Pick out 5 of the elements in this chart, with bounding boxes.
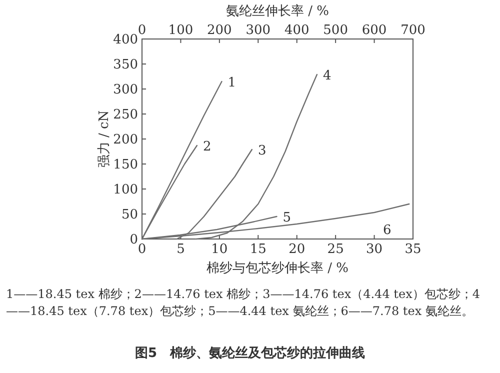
ylabel: 强力 / cN bbox=[97, 110, 112, 168]
text: 1——18.45 tex 棉纱；2——14.76 tex 棉纱；3——14.76 tex（4.44 tex）包芯纱；4——18.45 tex（7.78 tex）包芯纱；5——4.44 tex 氨纶丝；6——7.78 tex 氨纶丝。 bbox=[6, 286, 481, 320]
xlabel: 棉纱与包芯纱伸长率 / % bbox=[206, 261, 348, 276]
x2label: 氨纶丝伸长率 / % bbox=[226, 4, 329, 19]
text: 图5 棉纱、氨纶丝及包芯纱的拉伸曲线 bbox=[134, 345, 366, 362]
